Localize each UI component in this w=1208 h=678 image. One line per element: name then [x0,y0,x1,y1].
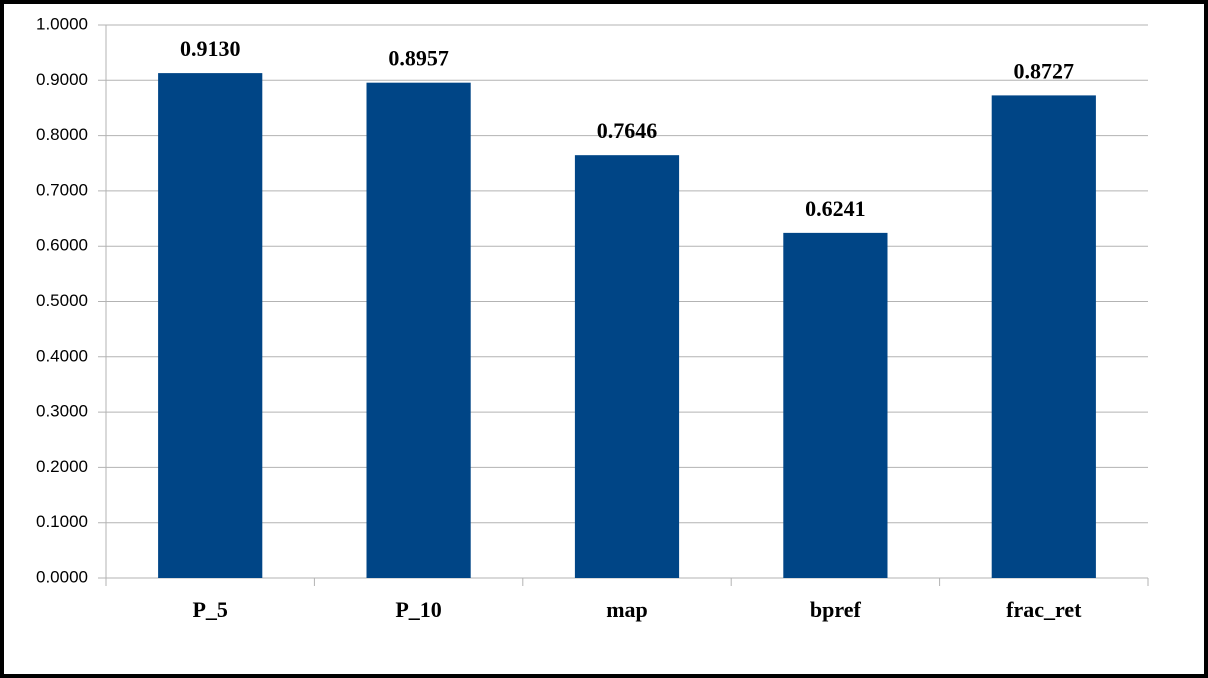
y-tick-label: 0.3000 [36,402,88,421]
x-tick-label: bpref [810,597,862,622]
y-tick-label: 0.8000 [36,125,88,144]
bar [574,155,680,578]
x-tick-label: P_10 [395,597,441,622]
y-tick-label: 0.9000 [36,70,88,89]
x-tick-label: frac_ret [1006,597,1082,622]
value-label: 0.7646 [597,118,658,143]
y-tick-label: 0.4000 [36,346,88,365]
value-label: 0.6241 [805,196,866,221]
value-label: 0.8957 [388,46,449,71]
bar [991,95,1096,578]
value-label: 0.9130 [180,36,241,61]
y-tick-label: 0.7000 [36,180,88,199]
y-tick-label: 0.2000 [36,457,88,476]
bar [158,73,263,579]
y-tick-label: 0.1000 [36,512,88,531]
bar [366,82,471,578]
value-label: 0.8727 [1014,58,1075,83]
y-tick-label: 1.0000 [36,14,88,33]
x-tick-label: P_5 [192,597,227,622]
y-tick-label: 0.6000 [36,236,88,255]
bar [783,232,888,579]
y-tick-label: 0.0000 [36,567,88,586]
x-tick-label: map [606,597,648,622]
y-tick-label: 0.5000 [36,291,88,310]
